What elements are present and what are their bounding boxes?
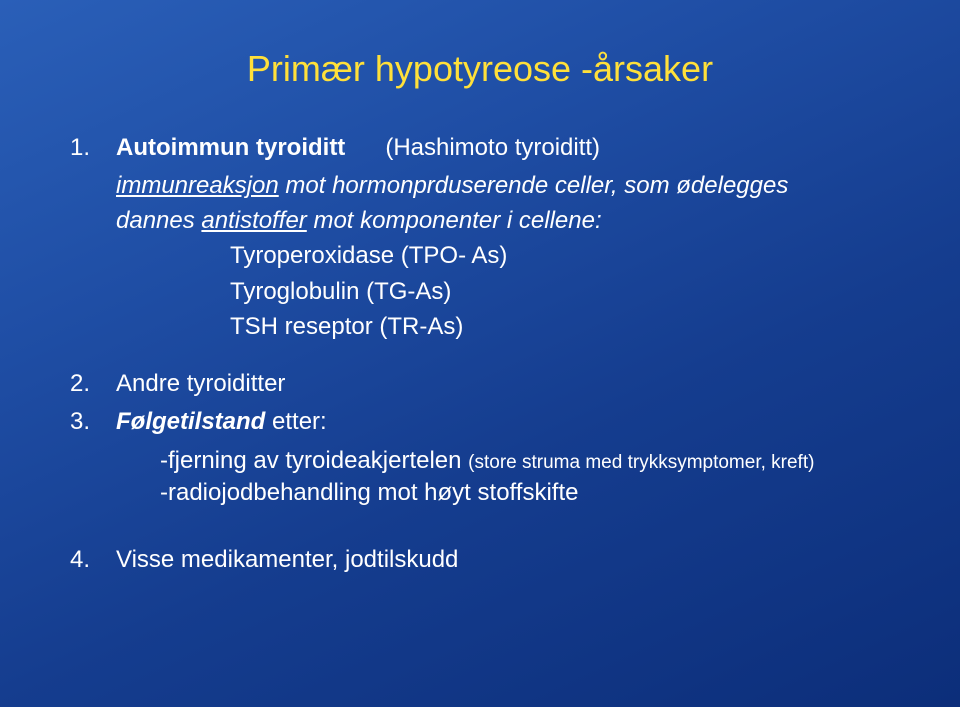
sub2-underlined: antistoffer	[201, 207, 306, 234]
cell-item: Tyroglobulin (TG-As)	[230, 275, 890, 309]
sub2-rest: mot komponenter i cellene:	[307, 207, 602, 234]
item3-line1: -fjerning av tyroideakjertelen (store st…	[160, 445, 890, 477]
item1-sub2: dannes antistoffer mot komponenter i cel…	[116, 205, 890, 237]
line-pre: -fjerning av tyroideakjertelen	[160, 447, 468, 474]
lead-rest: (Hashimoto tyroiditt)	[385, 134, 600, 161]
list-item-1: 1. Autoimmun tyroiditt (Hashimoto tyroid…	[70, 132, 890, 164]
lead-bold-italic: Følgetilstand	[116, 408, 265, 435]
sub1-underlined: immunreaksjon	[116, 172, 279, 199]
lead-bold: Autoimmun tyroiditt	[116, 134, 345, 161]
list-number: 3.	[70, 406, 116, 438]
list-number: 1.	[70, 132, 116, 164]
sub2-pre: dannes	[116, 207, 201, 234]
list-item-2: 2. Andre tyroiditter	[70, 368, 890, 400]
sub1-rest: mot hormonprduserende celler, som ødeleg…	[279, 172, 789, 199]
list-content: Følgetilstand etter:	[116, 406, 890, 438]
line-small: (store struma med trykksymptomer, kreft)	[468, 452, 814, 473]
slide-title: Primær hypotyreose -årsaker	[70, 48, 890, 90]
item3-line2: -radiojodbehandling mot høyt stoffskifte	[160, 477, 890, 509]
list-number: 4.	[70, 544, 116, 576]
lead-rest: etter:	[265, 408, 326, 435]
item1-sub1: immunreaksjon mot hormonprduserende cell…	[116, 170, 890, 202]
cell-item: TSH reseptor (TR-As)	[230, 310, 890, 344]
cell-list: Tyroperoxidase (TPO- As) Tyroglobulin (T…	[230, 239, 890, 344]
list-item-3: 3. Følgetilstand etter:	[70, 406, 890, 438]
list-content: Visse medikamenter, jodtilskudd	[116, 544, 890, 576]
list-item-4: 4. Visse medikamenter, jodtilskudd	[70, 544, 890, 576]
line-pre: -radiojodbehandling mot høyt stoffskifte	[160, 479, 578, 506]
list-number: 2.	[70, 368, 116, 400]
list-content: Autoimmun tyroiditt (Hashimoto tyroiditt…	[116, 132, 890, 164]
list-content: Andre tyroiditter	[116, 368, 890, 400]
cell-item: Tyroperoxidase (TPO- As)	[230, 239, 890, 273]
